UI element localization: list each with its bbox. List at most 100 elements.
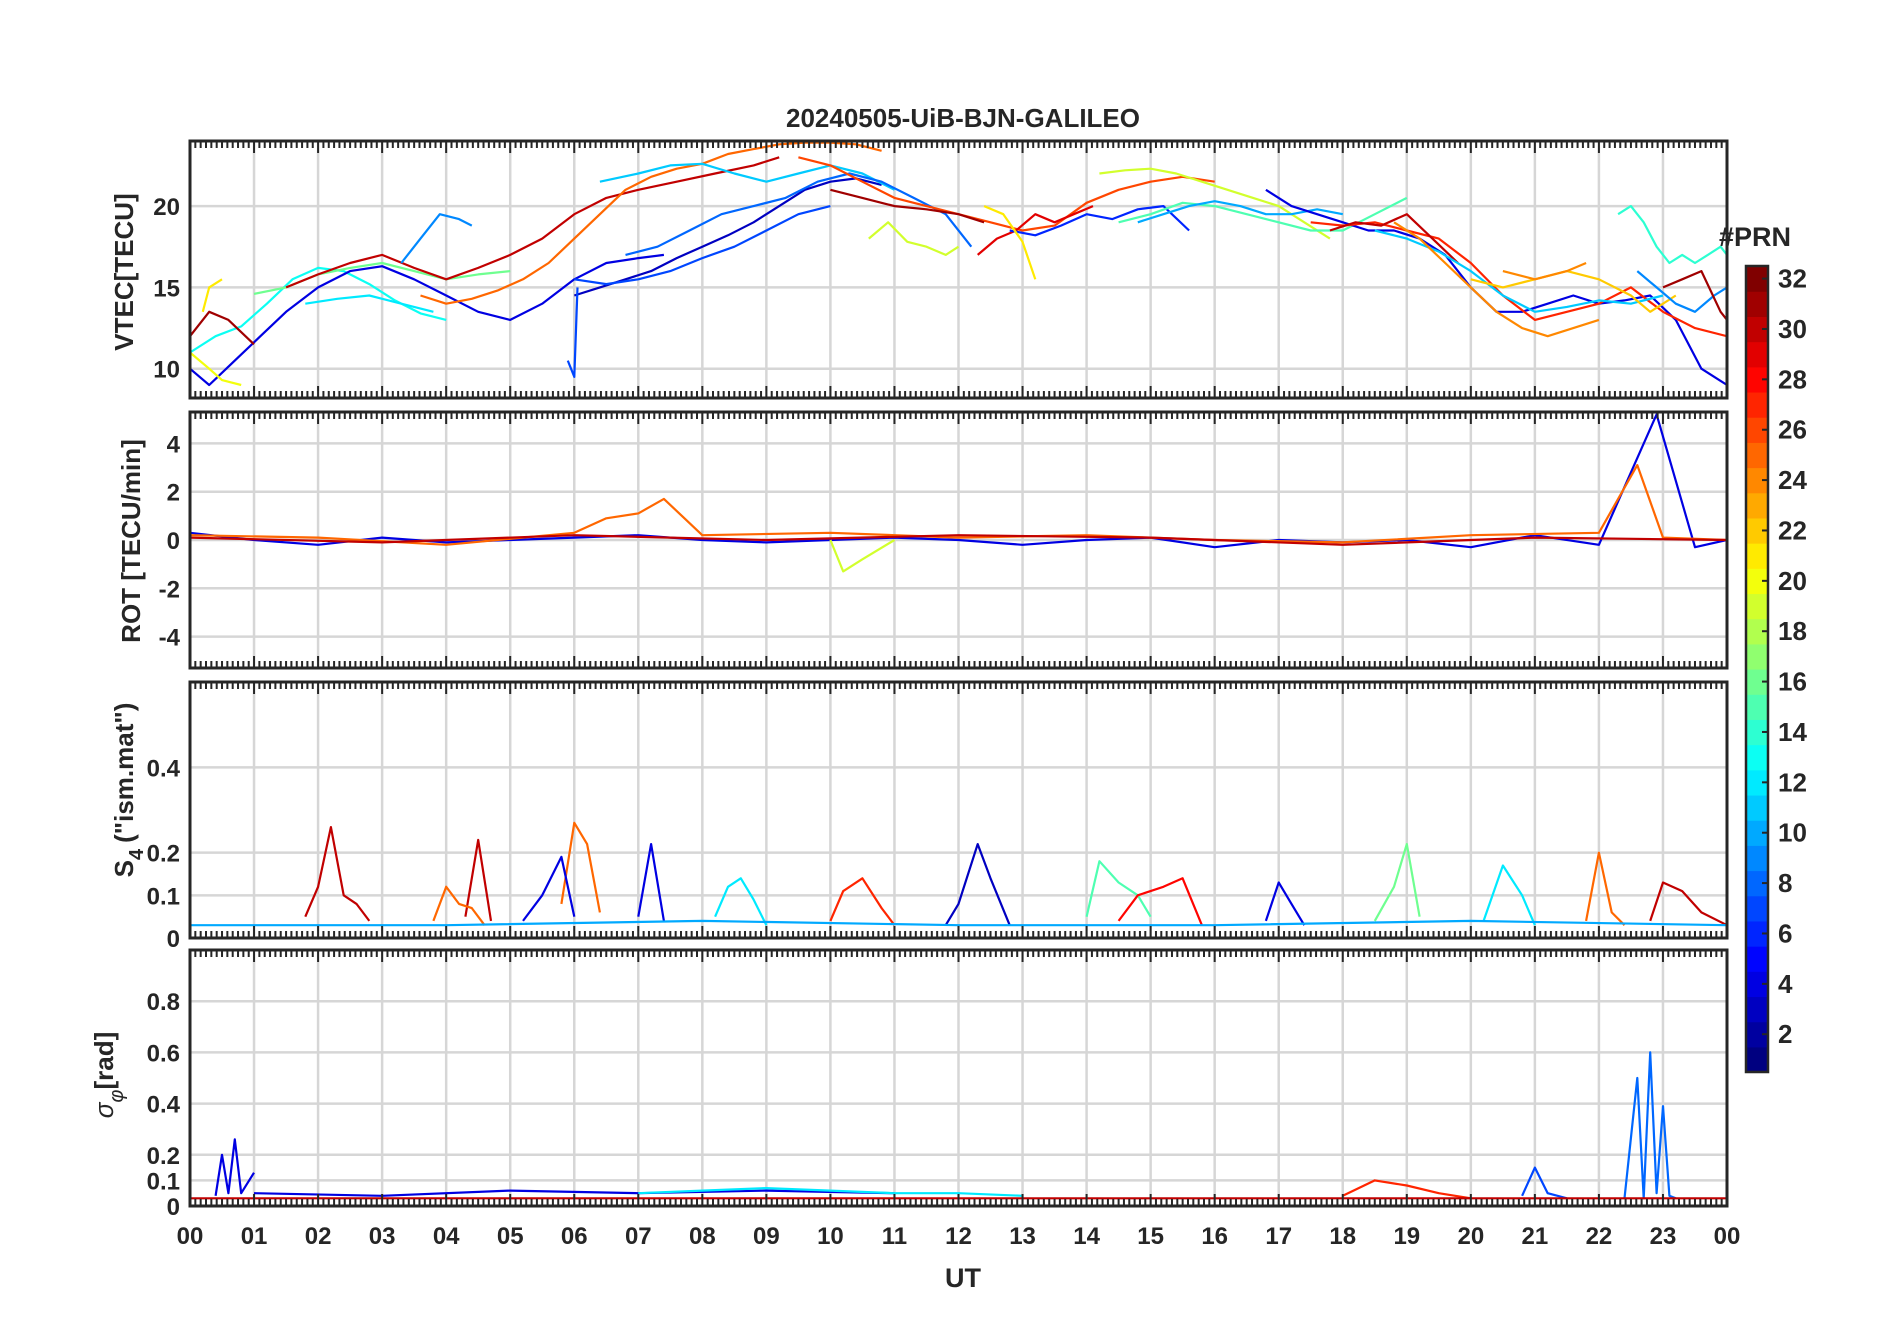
sigma-y-tick-label: 0.2: [147, 1143, 180, 1170]
colorbar-bin: [1746, 920, 1768, 947]
vtec-series-prn-30: [1329, 213, 1459, 264]
colorbar-bin: [1746, 895, 1768, 922]
vtec-series-prn-22: [1470, 270, 1677, 313]
vtec-series-prn-31: [190, 310, 255, 346]
colorbar-tick-label: 24: [1778, 465, 1807, 495]
vtec-series-prn-24: [1502, 261, 1587, 281]
x-tick-label: 11: [882, 1223, 907, 1250]
colorbar-bin: [1746, 316, 1768, 343]
vtec-axis-label: VTEC[TECU]: [109, 193, 139, 350]
sigma-axes-frame: [188, 948, 1729, 1208]
x-tick-label: 13: [1009, 1223, 1036, 1250]
rot-y-tick-label: 4: [167, 431, 181, 458]
vtec-series-prn-9: [400, 213, 473, 264]
sigma-series-prn-4: [253, 1189, 895, 1197]
sigma-series-prn-8: [1623, 1051, 1677, 1200]
vtec-y-tick-label: 15: [153, 275, 180, 302]
colorbar-bin: [1746, 1021, 1768, 1048]
x-tick-label: 03: [369, 1223, 396, 1250]
s4-y-tick-label: 0: [167, 926, 180, 953]
sigma-series-prn-7: [1521, 1166, 1568, 1200]
vtec-series-prn-6: [1009, 205, 1190, 237]
sigma-axis-label-sigma: σ: [89, 1101, 119, 1118]
x-axis-tick-labels: 00 01 02 03 04 05 06 07 08 09 10 11 12 13 14 15 16 17 18 19…: [177, 1223, 1741, 1250]
colorbar-bin: [1746, 669, 1768, 695]
colorbar-bin: [1746, 391, 1768, 418]
sigma-phi-axis-label: σφ[rad]: [89, 1032, 128, 1119]
vtec-series-prn-4: [190, 253, 665, 387]
x-tick-label: 12: [945, 1223, 972, 1250]
colorbar-tick-label: 2: [1778, 1019, 1792, 1049]
colorbar-bin: [1746, 1046, 1768, 1073]
vtec-axes-frame: [188, 139, 1729, 400]
colorbar-label: #PRN: [1719, 222, 1791, 252]
colorbar-bin: [1746, 417, 1768, 443]
s4-y-tick-label: 0.2: [147, 841, 180, 868]
colorbar-tick-label: 32: [1778, 264, 1807, 294]
x-tick-label: 14: [1073, 1223, 1100, 1250]
svg-text:S4("ism.mat"): S4 ("ism.mat"): [109, 703, 148, 878]
s4-series-prn-27: [829, 877, 896, 926]
s4-series-prn-28: [1117, 877, 1203, 926]
s4-axis-label-rest: ("ism.mat"): [109, 703, 139, 843]
colorbar-bin: [1746, 744, 1768, 771]
rot-y-tick-label: -4: [159, 625, 181, 652]
colorbar-tick-label: 6: [1778, 918, 1792, 948]
colorbar-tick-label: 16: [1778, 667, 1807, 697]
vtec-series-prn-25: [420, 141, 882, 305]
rot-y-tick-label: 2: [167, 480, 180, 507]
vtec-series-prn-31: [830, 188, 985, 224]
figure-title: 20240505-UiB-BJN-GALILEO: [786, 103, 1140, 133]
colorbar-tick-label: 14: [1778, 717, 1807, 747]
rot-axis-label: ROT [TECU/min]: [116, 439, 146, 643]
colorbar-tick-label: 4: [1778, 969, 1793, 999]
vtec-series-prn-21: [201, 278, 223, 313]
colorbar-bin: [1746, 719, 1768, 746]
sigma-axis-label-sub: φ: [106, 1090, 128, 1103]
x-tick-label: 06: [561, 1223, 588, 1250]
colorbar-bin: [1746, 341, 1768, 368]
vtec-series-group: [190, 141, 1727, 387]
colorbar-bin: [1746, 467, 1768, 494]
s4-axes-frame: [188, 680, 1729, 940]
s4-y-tick-label: 0.1: [147, 883, 180, 910]
x-tick-label: 02: [305, 1223, 332, 1250]
sigma-series-prn-4: [214, 1138, 255, 1196]
colorbar-bin: [1746, 769, 1768, 796]
vtec-series-prn-24: [1393, 221, 1600, 338]
colorbar-bin: [1746, 643, 1768, 670]
s4-series-prn-4: [522, 855, 576, 922]
x-tick-label: 21: [1522, 1223, 1549, 1250]
s4-y-tick-label: 0.4: [147, 755, 181, 782]
sigma-series-prn-12: [638, 1186, 1023, 1197]
s4-series-prn-25: [1585, 851, 1626, 926]
colorbar-bin: [1746, 946, 1768, 972]
s4-series-prn-3: [944, 842, 1011, 926]
colorbar-bin: [1746, 366, 1768, 393]
vtec-series-prn-8: [625, 172, 973, 256]
sigma-phi-panel: 00.10.2 0.4 0.6 0.8: [147, 948, 1729, 1221]
sigma-y-tick-label: 0.8: [147, 989, 180, 1016]
rot-series-prn-30: [190, 534, 1727, 546]
vtec-series-prn-20: [190, 351, 242, 387]
s4-series-prn-4: [637, 842, 665, 922]
colorbar-bin: [1746, 971, 1768, 998]
vtec-y-tick-label: 20: [153, 194, 180, 221]
s4-series-prn-30: [464, 838, 493, 922]
x-tick-label: 09: [753, 1223, 780, 1250]
x-tick-label: 00: [1714, 1223, 1741, 1250]
vtec-series-prn-3: [573, 177, 882, 297]
s4-series-prn-12: [714, 877, 768, 926]
x-tick-label: 07: [625, 1223, 652, 1250]
vtec-series-prn-9: [1636, 270, 1727, 313]
x-tick-label: 18: [1329, 1223, 1356, 1250]
vtec-series-prn-26: [798, 156, 1215, 232]
colorbar-bin: [1746, 492, 1768, 519]
colorbar-bin: [1746, 543, 1768, 569]
x-tick-label: 01: [241, 1223, 268, 1250]
colorbar-bin: [1746, 794, 1768, 821]
colorbar-bin: [1746, 870, 1768, 897]
x-tick-label: 04: [433, 1223, 460, 1250]
vtec-series-prn-30: [285, 156, 780, 289]
